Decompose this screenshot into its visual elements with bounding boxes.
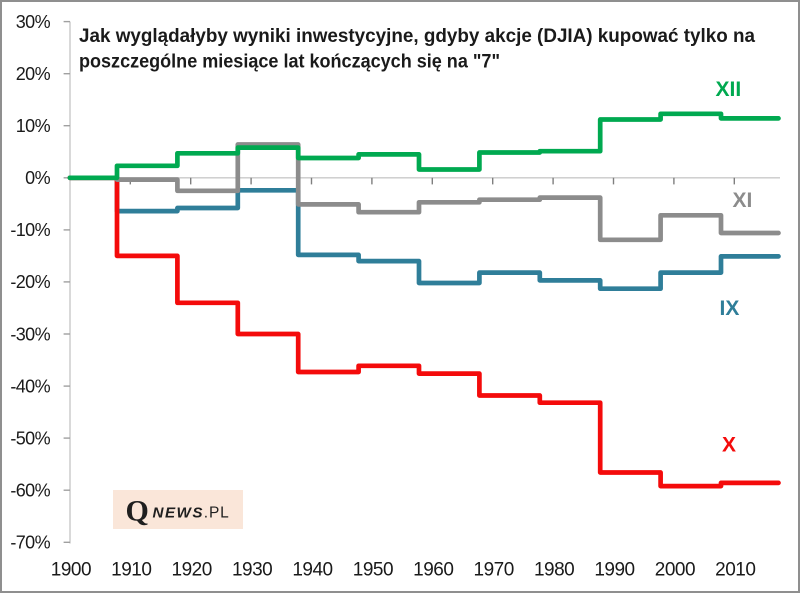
svg-text:XII: XII <box>716 78 742 101</box>
svg-text:NEWS: NEWS <box>153 505 203 522</box>
svg-text:IX: IX <box>720 297 740 320</box>
svg-text:-40%: -40% <box>10 376 50 396</box>
svg-text:1900: 1900 <box>51 559 91 580</box>
svg-text:1970: 1970 <box>474 559 514 580</box>
svg-text:1930: 1930 <box>232 559 272 580</box>
svg-text:0%: 0% <box>25 168 50 188</box>
svg-text:10%: 10% <box>16 116 51 136</box>
svg-text:XI: XI <box>733 189 753 212</box>
svg-text:1940: 1940 <box>292 559 332 580</box>
svg-text:2000: 2000 <box>655 559 695 580</box>
svg-text:1980: 1980 <box>534 559 574 580</box>
svg-text:Jak wyglądałyby wyniki inwesty: Jak wyglądałyby wyniki inwestycyjne, gdy… <box>79 26 755 47</box>
svg-text:Q: Q <box>126 494 149 527</box>
svg-text:1960: 1960 <box>413 559 453 580</box>
svg-text:-70%: -70% <box>10 533 50 553</box>
svg-text:-10%: -10% <box>10 220 50 240</box>
svg-text:1920: 1920 <box>172 559 212 580</box>
svg-text:1990: 1990 <box>594 559 634 580</box>
svg-text:20%: 20% <box>16 64 51 84</box>
svg-text:2010: 2010 <box>715 559 755 580</box>
svg-text:30%: 30% <box>16 12 51 32</box>
svg-text:-20%: -20% <box>10 272 50 292</box>
svg-text:1910: 1910 <box>111 559 151 580</box>
svg-text:-50%: -50% <box>10 428 50 448</box>
svg-text:1950: 1950 <box>353 559 393 580</box>
svg-text:-60%: -60% <box>10 481 50 501</box>
svg-text:.PL: .PL <box>204 505 229 522</box>
svg-text:-30%: -30% <box>10 324 50 344</box>
svg-text:poszczególne miesiące lat końc: poszczególne miesiące lat kończących się… <box>79 51 500 72</box>
svg-text:X: X <box>722 434 736 457</box>
